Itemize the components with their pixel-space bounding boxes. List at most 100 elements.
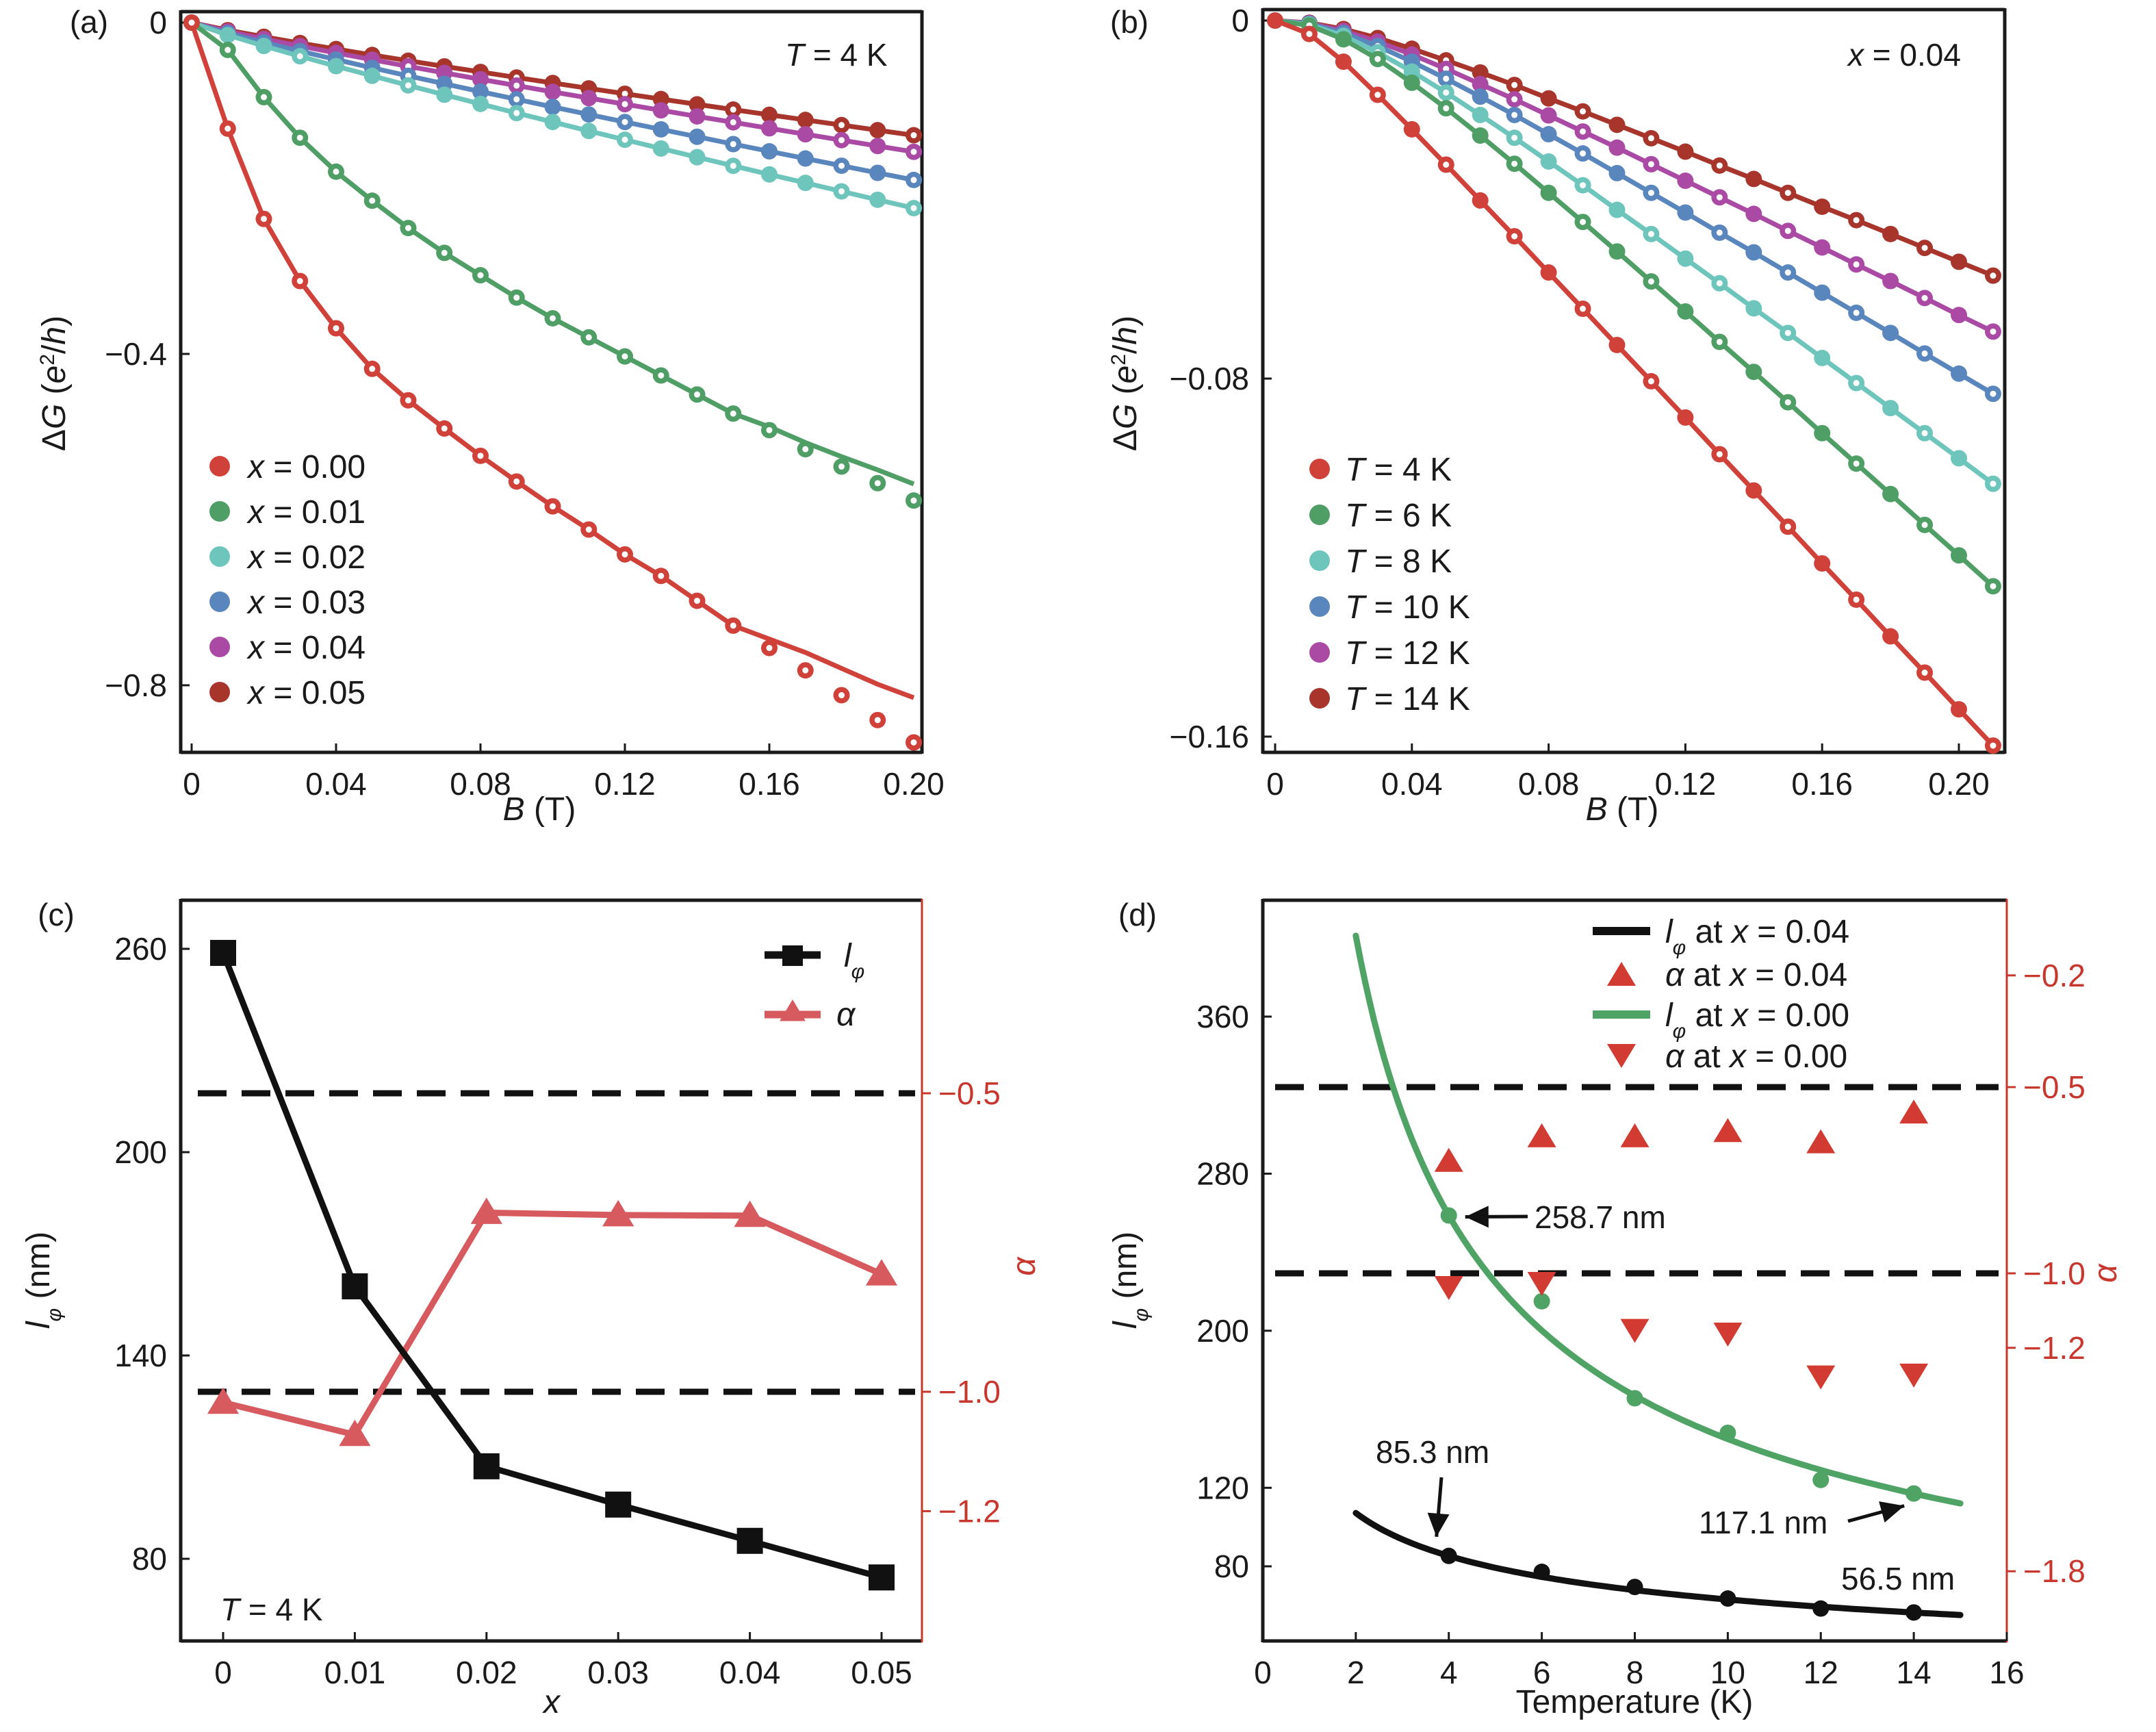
data-point-center bbox=[513, 110, 520, 116]
fit-line bbox=[1274, 18, 1994, 278]
x-axis-label: Temperature (K) bbox=[1516, 1684, 1754, 1720]
alpha-marker bbox=[207, 1387, 240, 1414]
data-point bbox=[1677, 204, 1694, 221]
data-point bbox=[652, 140, 669, 157]
data-point bbox=[580, 106, 598, 123]
data-point-center bbox=[1647, 231, 1654, 238]
data-point bbox=[797, 112, 814, 129]
data-point-center bbox=[730, 410, 736, 417]
data-point-center bbox=[694, 391, 700, 398]
legend-marker bbox=[209, 546, 230, 567]
y-tick-label: 0 bbox=[149, 5, 167, 40]
data-point-center bbox=[1716, 229, 1723, 236]
data-point-center bbox=[1716, 194, 1723, 201]
x-tick-label: 0 bbox=[1266, 766, 1284, 802]
data-point-center bbox=[1716, 338, 1723, 345]
y2-tick-label: −1.0 bbox=[2023, 1256, 2086, 1291]
data-point bbox=[1951, 547, 1967, 564]
x-tick-label: 0.12 bbox=[1655, 766, 1717, 802]
data-point-center bbox=[658, 572, 665, 579]
lphi-x000-point bbox=[1905, 1485, 1923, 1502]
lphi-x004-point bbox=[1626, 1579, 1643, 1596]
x-tick-label: 0.20 bbox=[1928, 766, 1990, 802]
legend-marker bbox=[209, 637, 230, 657]
data-point-center bbox=[1716, 162, 1723, 169]
data-point-center bbox=[1990, 481, 1997, 487]
data-point-center bbox=[1647, 190, 1654, 196]
data-point bbox=[436, 86, 453, 103]
legend-marker bbox=[1309, 550, 1330, 571]
lphi-x000-point bbox=[1626, 1390, 1643, 1407]
data-point-center bbox=[1853, 309, 1860, 316]
x-tick-label: 14 bbox=[1897, 1655, 1932, 1690]
x-tick-label: 0.08 bbox=[1518, 766, 1580, 802]
lphi-marker bbox=[210, 939, 236, 966]
data-point-center bbox=[1647, 278, 1654, 285]
data-point bbox=[869, 191, 886, 208]
lphi-x004-point bbox=[1533, 1564, 1550, 1581]
data-point bbox=[1745, 170, 1762, 188]
y-tick-label: 200 bbox=[1196, 1313, 1249, 1349]
data-point bbox=[869, 138, 886, 155]
x-tick-label: 4 bbox=[1440, 1655, 1458, 1690]
y-tick-label: −0.4 bbox=[105, 336, 167, 372]
data-point bbox=[1472, 127, 1489, 144]
data-point bbox=[1814, 239, 1831, 256]
data-point bbox=[1267, 12, 1283, 29]
data-point-center bbox=[405, 82, 411, 89]
fit-line bbox=[1274, 18, 1994, 486]
legend-marker bbox=[1607, 1044, 1636, 1068]
data-point-center bbox=[1443, 105, 1450, 112]
x-tick-label: 0.05 bbox=[851, 1655, 912, 1690]
lphi-line bbox=[220, 952, 883, 1581]
data-point-center bbox=[1716, 450, 1723, 457]
lphi-marker bbox=[869, 1564, 895, 1591]
data-point-center bbox=[1511, 160, 1518, 167]
data-point-center bbox=[694, 598, 700, 604]
legend-marker bbox=[1309, 688, 1330, 709]
data-point-center bbox=[1921, 350, 1928, 357]
data-point-center bbox=[838, 162, 845, 169]
data-point bbox=[761, 143, 778, 160]
data-point bbox=[1677, 303, 1694, 320]
data-point bbox=[761, 106, 778, 123]
panel-label: (d) bbox=[1118, 897, 1157, 932]
data-point-center bbox=[621, 101, 628, 107]
data-point bbox=[797, 126, 814, 143]
data-point bbox=[797, 150, 814, 167]
data-point bbox=[1814, 555, 1831, 572]
x-tick-label: 0 bbox=[214, 1655, 232, 1690]
y2-axis-label: α bbox=[2088, 1263, 2124, 1283]
alpha-marker bbox=[470, 1197, 502, 1224]
lphi-marker bbox=[342, 1273, 368, 1300]
data-point-center bbox=[1511, 96, 1518, 103]
data-point bbox=[1951, 307, 1967, 324]
arrow-head bbox=[1465, 1206, 1489, 1228]
data-point-center bbox=[1511, 233, 1518, 240]
x-tick-label: 0.20 bbox=[883, 766, 945, 802]
data-point bbox=[1472, 64, 1489, 81]
data-point bbox=[1745, 205, 1762, 222]
data-point bbox=[1540, 126, 1557, 143]
y-axis-label: lφ (nm) bbox=[21, 1232, 66, 1329]
series-0 bbox=[1267, 12, 2001, 754]
data-point-center bbox=[730, 141, 736, 148]
data-point-center bbox=[1443, 162, 1450, 168]
panel-label: (a) bbox=[70, 4, 108, 40]
data-point bbox=[363, 67, 381, 84]
data-point-center bbox=[1580, 150, 1587, 157]
data-point-center bbox=[1647, 135, 1654, 142]
x-tick-label: 0.08 bbox=[450, 766, 511, 802]
data-point bbox=[544, 84, 561, 101]
data-point-center bbox=[1647, 161, 1654, 168]
alpha-x004-marker bbox=[1527, 1123, 1556, 1147]
data-point-center bbox=[477, 453, 484, 459]
data-point-center bbox=[1443, 89, 1450, 96]
data-point bbox=[1814, 424, 1831, 442]
alpha-x000-marker bbox=[1434, 1276, 1463, 1301]
x-tick-label: 0.04 bbox=[719, 1655, 781, 1690]
data-point bbox=[761, 120, 778, 137]
y-tick-label: 140 bbox=[114, 1338, 167, 1373]
data-point bbox=[1814, 198, 1831, 215]
